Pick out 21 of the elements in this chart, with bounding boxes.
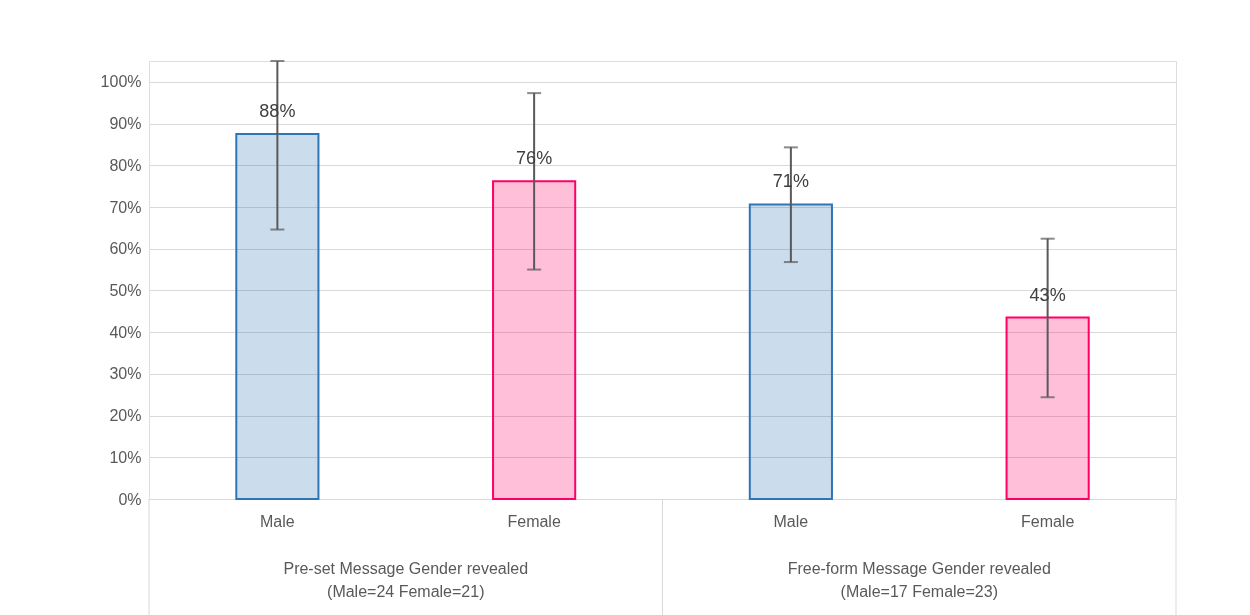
bar [1005,316,1090,500]
bar [748,203,833,500]
y-tick-label: 40% [109,323,142,341]
y-tick-label: 90% [109,115,142,133]
y-tick-label: 100% [100,73,142,91]
bar [492,180,577,500]
text: Pre-set Message Gender revealed (Male=24 Female=21) [283,560,529,600]
y-tick-label: 10% [109,448,142,466]
x-tick-label: Male [773,512,809,530]
y-tick-label: 60% [109,240,142,258]
text: Free-form Message Gender revealed (Male=17 Female=23) [787,560,1051,600]
x-tick-label: Female [507,512,561,530]
y-tick-label: 70% [109,198,142,216]
y-tick-label: 50% [109,281,142,299]
y-tick-label: 30% [109,365,142,383]
x-tick-label: Male [260,512,295,530]
x-tick-label: Female [1020,512,1075,530]
y-tick-label: 20% [109,407,142,425]
y-tick-label: 80% [109,156,142,174]
bar [235,133,320,500]
y-tick-label: 0% [118,490,142,508]
